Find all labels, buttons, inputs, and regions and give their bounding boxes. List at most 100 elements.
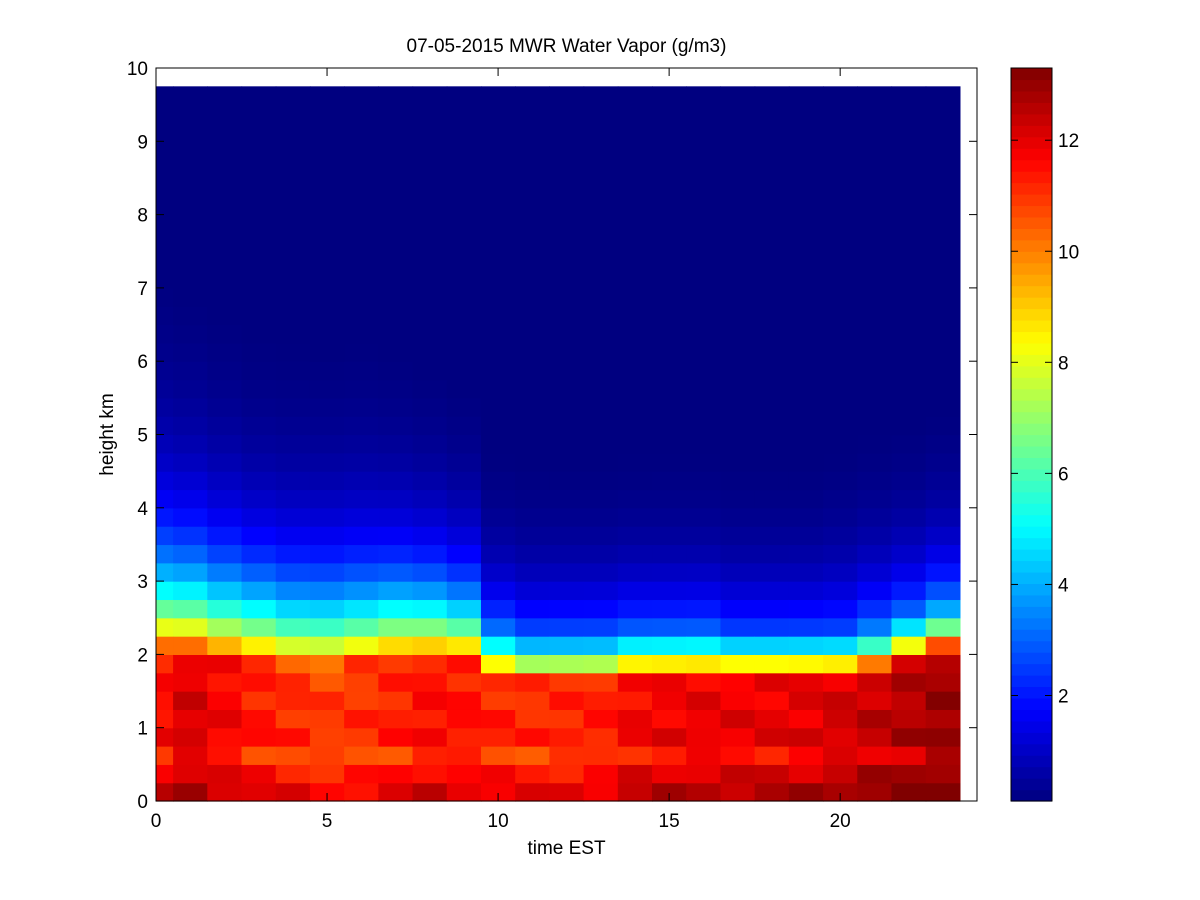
heatmap-cell [652, 306, 687, 326]
heatmap-cell [891, 416, 927, 436]
heatmap-cell [617, 746, 653, 765]
heatmap-cell [583, 764, 619, 784]
heatmap-cell [788, 581, 824, 601]
heatmap-cell [583, 159, 619, 179]
colorbar-step [1011, 594, 1052, 607]
heatmap-cell [309, 434, 345, 454]
heatmap-cell [720, 617, 756, 637]
colorbar-step [1011, 560, 1052, 573]
heatmap-cell [446, 782, 482, 802]
heatmap-cell [617, 159, 653, 179]
heatmap-cell [720, 746, 756, 765]
heatmap-cell [857, 379, 893, 399]
heatmap-cell [156, 452, 174, 472]
colorbar-step [1011, 262, 1052, 275]
heatmap-cell [241, 159, 277, 179]
heatmap-cell [241, 507, 277, 527]
heatmap-cell [857, 177, 893, 197]
heatmap-cell [891, 617, 927, 637]
heatmap-cell [925, 306, 961, 326]
y-tick-label: 8 [137, 206, 148, 227]
heatmap-cell [583, 122, 619, 142]
heatmap-cell [788, 177, 824, 197]
heatmap-cell [275, 159, 311, 179]
heatmap-cell [156, 141, 174, 161]
heatmap-cell [412, 452, 448, 472]
heatmap-cell [173, 177, 208, 197]
heatmap-cell [480, 122, 516, 142]
heatmap-cell [891, 397, 927, 417]
heatmap-cell [617, 727, 653, 747]
heatmap-cell [891, 544, 927, 564]
heatmap-cell [241, 269, 277, 289]
heatmap-cell [891, 159, 927, 179]
heatmap-cell [652, 177, 687, 197]
heatmap-cell [788, 617, 824, 637]
colorbar-step [1011, 766, 1052, 779]
heatmap-cell [925, 782, 961, 802]
heatmap-cell [925, 416, 961, 436]
x-axis-title: time EST [527, 838, 606, 859]
colorbar-step [1011, 285, 1052, 298]
heatmap-cell [925, 196, 961, 216]
colorbar-step [1011, 171, 1052, 184]
heatmap-cell [823, 599, 858, 619]
heatmap-cell [515, 269, 550, 289]
heatmap-cell [378, 636, 414, 655]
heatmap-cell [344, 581, 379, 601]
heatmap-cell [344, 691, 379, 710]
heatmap-cell [378, 287, 414, 307]
heatmap-cell [446, 672, 482, 692]
heatmap-cell [788, 287, 824, 307]
heatmap-cell [241, 544, 277, 564]
heatmap-cell [549, 232, 585, 252]
heatmap-cell [480, 581, 516, 601]
heatmap-cell [686, 159, 722, 179]
colorbar-step [1011, 640, 1052, 653]
heatmap-cell [857, 342, 893, 362]
heatmap-cell [686, 709, 722, 729]
heatmap-cell [925, 727, 961, 747]
heatmap-cell [207, 177, 243, 197]
heatmap-cell [173, 782, 208, 802]
heatmap-cell [207, 672, 243, 692]
heatmap-cell [891, 196, 927, 216]
heatmap-cell [241, 397, 277, 417]
heatmap-cell [857, 636, 893, 655]
heatmap-cell [617, 287, 653, 307]
heatmap-cell [720, 544, 756, 564]
heatmap-cell [480, 654, 516, 674]
heatmap-cell [823, 306, 858, 326]
heatmap-cell [925, 581, 961, 601]
heatmap-cell [583, 562, 619, 582]
heatmap-cell [207, 526, 243, 546]
heatmap-cell [788, 122, 824, 142]
heatmap-cell [156, 361, 174, 381]
heatmap-cell [857, 306, 893, 326]
heatmap-cell [686, 397, 722, 417]
heatmap-cell [378, 452, 414, 472]
heatmap-cell [788, 489, 824, 509]
heatmap-cell [173, 306, 208, 326]
heatmap-cell [241, 324, 277, 344]
heatmap-cell [549, 287, 585, 307]
heatmap-cell [309, 251, 345, 271]
heatmap-cell [788, 434, 824, 454]
heatmap-cell [480, 727, 516, 747]
heatmap-cell [241, 251, 277, 271]
heatmap-cell [583, 691, 619, 710]
heatmap-cell [515, 507, 550, 527]
heatmap-cell [241, 416, 277, 436]
heatmap-cell [275, 177, 311, 197]
heatmap-cell [686, 177, 722, 197]
heatmap-cell [754, 86, 790, 106]
heatmap-cell [173, 746, 208, 765]
heatmap-cell [412, 214, 448, 234]
heatmap-cell [549, 581, 585, 601]
heatmap-cell [275, 324, 311, 344]
heatmap-cell [788, 471, 824, 491]
heatmap-cell [207, 599, 243, 619]
heatmap-cell [617, 672, 653, 692]
heatmap-cell [173, 232, 208, 252]
heatmap-cell [583, 489, 619, 509]
